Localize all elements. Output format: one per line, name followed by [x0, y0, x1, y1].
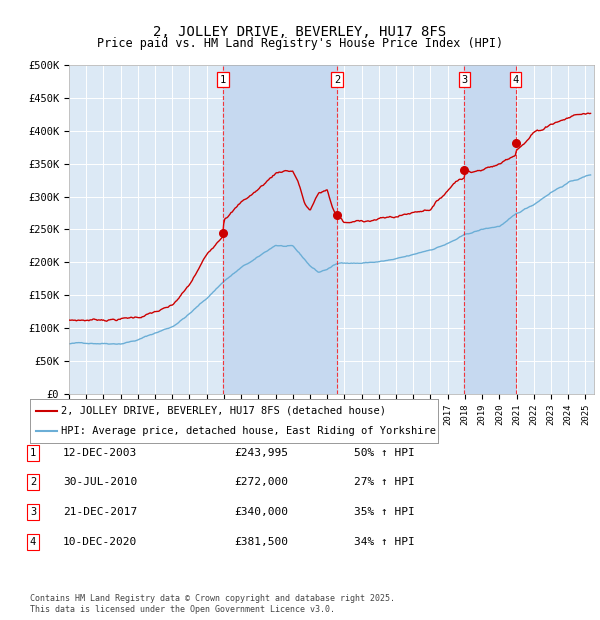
Text: 4: 4 [30, 537, 36, 547]
Text: 1: 1 [30, 448, 36, 458]
Text: 30-JUL-2010: 30-JUL-2010 [63, 477, 137, 487]
Text: 27% ↑ HPI: 27% ↑ HPI [354, 477, 415, 487]
Text: 2: 2 [334, 74, 340, 84]
Text: £272,000: £272,000 [234, 477, 288, 487]
Text: £381,500: £381,500 [234, 537, 288, 547]
Text: 2, JOLLEY DRIVE, BEVERLEY, HU17 8FS (detached house): 2, JOLLEY DRIVE, BEVERLEY, HU17 8FS (det… [61, 405, 386, 416]
Text: 2, JOLLEY DRIVE, BEVERLEY, HU17 8FS: 2, JOLLEY DRIVE, BEVERLEY, HU17 8FS [154, 25, 446, 39]
Text: 2: 2 [30, 477, 36, 487]
Text: HPI: Average price, detached house, East Riding of Yorkshire: HPI: Average price, detached house, East… [61, 426, 436, 436]
Text: 3: 3 [461, 74, 467, 84]
Text: 35% ↑ HPI: 35% ↑ HPI [354, 507, 415, 517]
Text: 10-DEC-2020: 10-DEC-2020 [63, 537, 137, 547]
Text: 50% ↑ HPI: 50% ↑ HPI [354, 448, 415, 458]
Text: 21-DEC-2017: 21-DEC-2017 [63, 507, 137, 517]
Text: £243,995: £243,995 [234, 448, 288, 458]
Text: 4: 4 [512, 74, 519, 84]
Text: 12-DEC-2003: 12-DEC-2003 [63, 448, 137, 458]
Bar [464, 65, 515, 394]
Text: Contains HM Land Registry data © Crown copyright and database right 2025.
This d: Contains HM Land Registry data © Crown c… [30, 595, 395, 614]
Text: 3: 3 [30, 507, 36, 517]
Text: Price paid vs. HM Land Registry's House Price Index (HPI): Price paid vs. HM Land Registry's House … [97, 37, 503, 50]
Text: 1: 1 [220, 74, 226, 84]
Text: 34% ↑ HPI: 34% ↑ HPI [354, 537, 415, 547]
Bar [223, 65, 337, 394]
Text: £340,000: £340,000 [234, 507, 288, 517]
